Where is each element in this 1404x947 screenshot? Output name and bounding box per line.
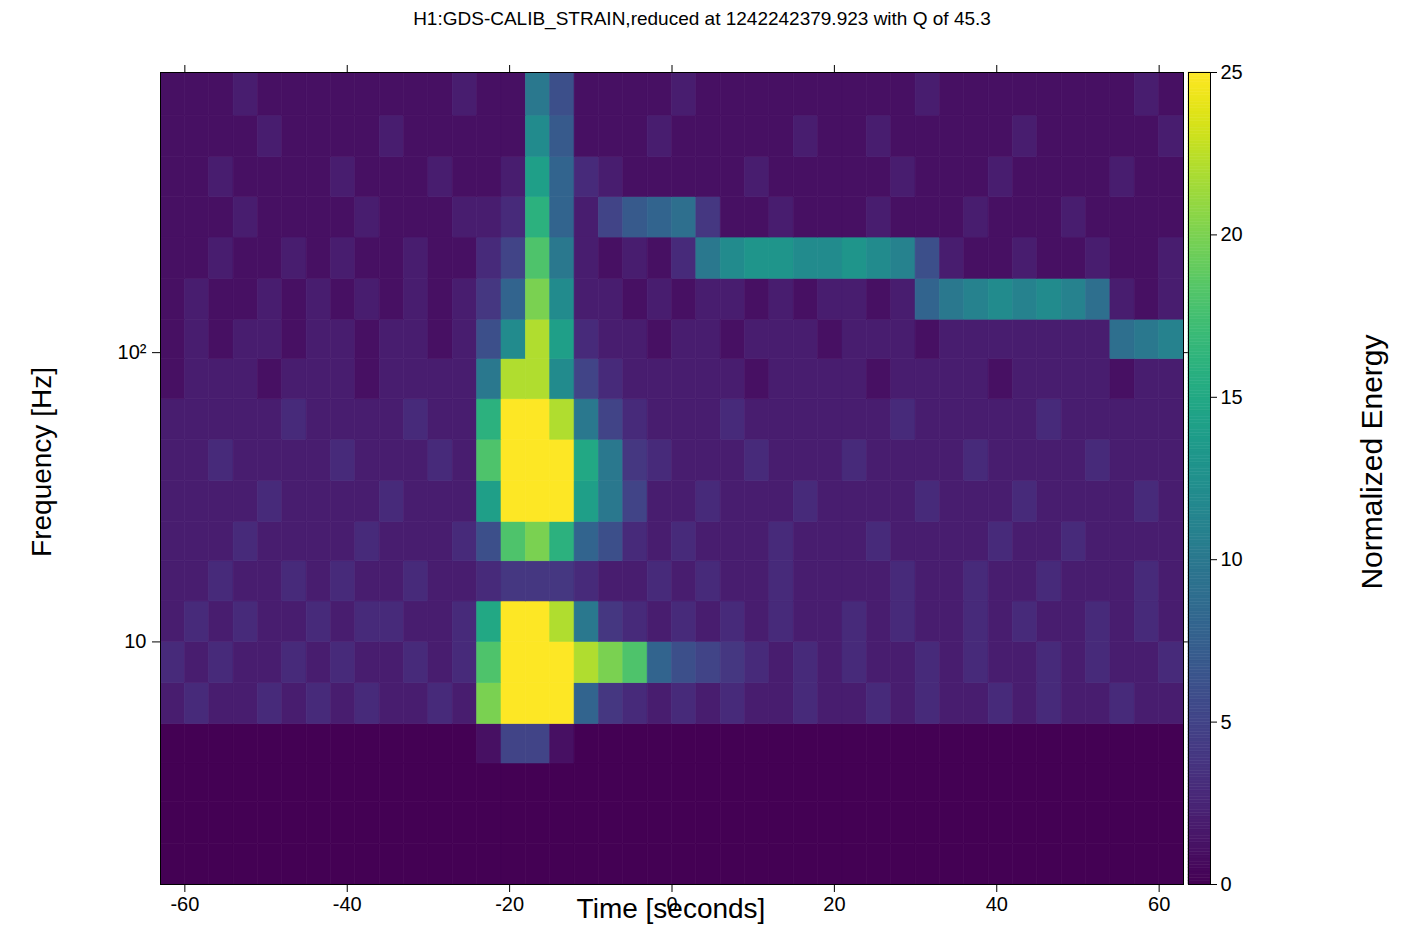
html-text:Time [seconds]: Time [seconds] (576, 893, 766, 924)
svg-text:-20: -20 (495, 893, 524, 915)
svg-text:-60: -60 (170, 893, 199, 915)
svg-text:0: 0 (1221, 873, 1232, 895)
svg-text:40: 40 (986, 893, 1008, 915)
svg-text:-40: -40 (333, 893, 362, 915)
svg-text:10²: 10² (118, 341, 147, 363)
svg-text:25: 25 (1221, 61, 1243, 83)
svg-text:20: 20 (1221, 223, 1243, 245)
svg-text:10: 10 (124, 630, 146, 652)
svg-text:20: 20 (823, 893, 845, 915)
svg-text:10: 10 (1221, 548, 1243, 570)
svg-text:15: 15 (1221, 386, 1243, 408)
html-text:Normalized Energy: Normalized Energy (1355, 334, 1388, 590)
svg-text:60: 60 (1148, 893, 1170, 915)
svg-text:5: 5 (1221, 711, 1232, 733)
html-text:H1:GDS-CALIB_STRAIN,reduced at: H1:GDS-CALIB_STRAIN,reduced at 124224237… (413, 8, 991, 29)
html-text:Frequency [Hz]: Frequency [Hz] (26, 367, 57, 557)
